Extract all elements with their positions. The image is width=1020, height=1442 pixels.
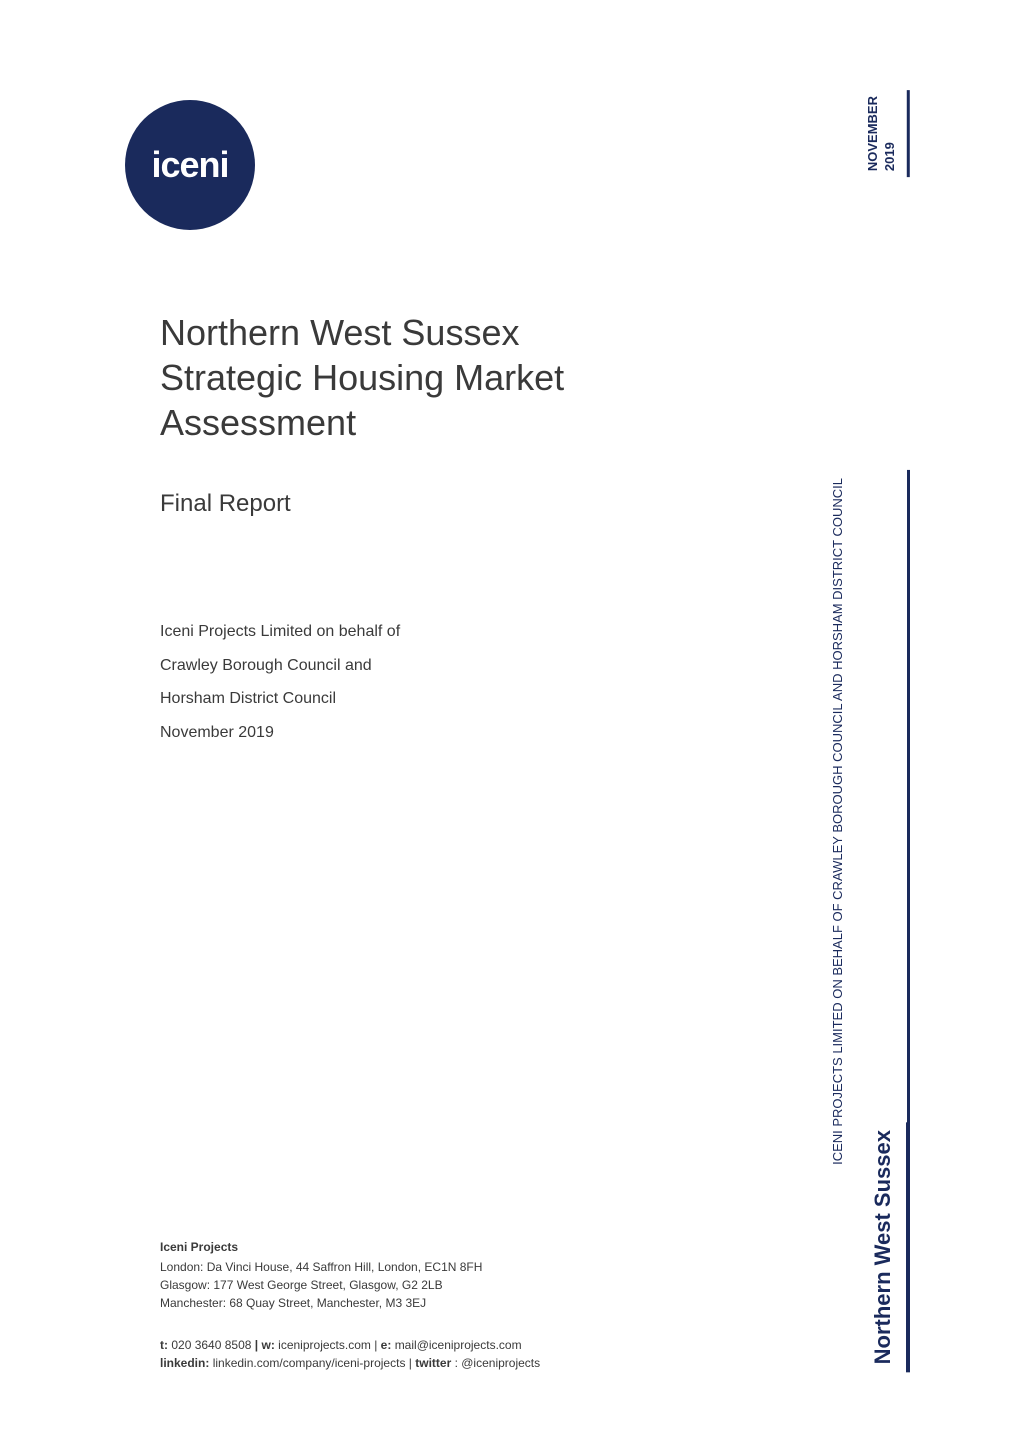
- title-line-1: Northern West Sussex: [160, 310, 564, 355]
- authors-block: Iceni Projects Limited on behalf of Craw…: [160, 615, 400, 749]
- linkedin-label: linkedin:: [160, 1356, 209, 1370]
- web-label: w:: [261, 1338, 274, 1352]
- email-value: mail@iceniprojects.com: [395, 1338, 522, 1352]
- address-manchester: Manchester: 68 Quay Street, Manchester, …: [160, 1294, 540, 1312]
- tel-label: t:: [160, 1338, 168, 1352]
- web-value: iceniprojects.com: [278, 1338, 371, 1352]
- author-line-1: Iceni Projects Limited on behalf of: [160, 615, 400, 649]
- address-glasgow: Glasgow: 177 West George Street, Glasgow…: [160, 1276, 540, 1294]
- document-page: iceni Northern West Sussex Strategic Hou…: [0, 0, 1020, 1442]
- contact-line-2: linkedin: linkedin.com/company/iceni-pro…: [160, 1354, 540, 1372]
- side-tab-client: ICENI PROJECTS LIMITED ON BEHALF OF CRAW…: [830, 470, 910, 1173]
- subtitle: Final Report: [160, 490, 291, 518]
- author-line-2: Crawley Borough Council and: [160, 649, 400, 683]
- twitter-value: @iceniprojects: [461, 1356, 540, 1370]
- side-tab-date: NOVEMBER 2019: [865, 90, 910, 177]
- side-tab-project: Northern West Sussex: [870, 1122, 910, 1372]
- logo-text: iceni: [151, 144, 228, 186]
- author-line-3: Horsham District Council: [160, 682, 400, 716]
- footer-contact: t: 020 3640 8508 | w: iceniprojects.com …: [160, 1336, 540, 1372]
- linkedin-value: linkedin.com/company/iceni-projects: [213, 1356, 406, 1370]
- logo-container: iceni: [125, 100, 255, 230]
- main-title: Northern West Sussex Strategic Housing M…: [160, 310, 564, 445]
- email-label: e:: [381, 1338, 392, 1352]
- contact-line-1: t: 020 3640 8508 | w: iceniprojects.com …: [160, 1336, 540, 1354]
- twitter-label: twitter: [415, 1356, 451, 1370]
- footer-company: Iceni Projects: [160, 1238, 540, 1256]
- footer-addresses: London: Da Vinci House, 44 Saffron Hill,…: [160, 1258, 540, 1312]
- date-tab-line1: NOVEMBER: [865, 96, 880, 171]
- title-line-2: Strategic Housing Market: [160, 355, 564, 400]
- title-line-3: Assessment: [160, 400, 564, 445]
- author-date: November 2019: [160, 716, 400, 750]
- footer-block: Iceni Projects London: Da Vinci House, 4…: [160, 1238, 540, 1372]
- address-london: London: Da Vinci House, 44 Saffron Hill,…: [160, 1258, 540, 1276]
- date-tab-line2: 2019: [882, 142, 897, 171]
- tel-value: 020 3640 8508: [171, 1338, 251, 1352]
- logo-circle: iceni: [125, 100, 255, 230]
